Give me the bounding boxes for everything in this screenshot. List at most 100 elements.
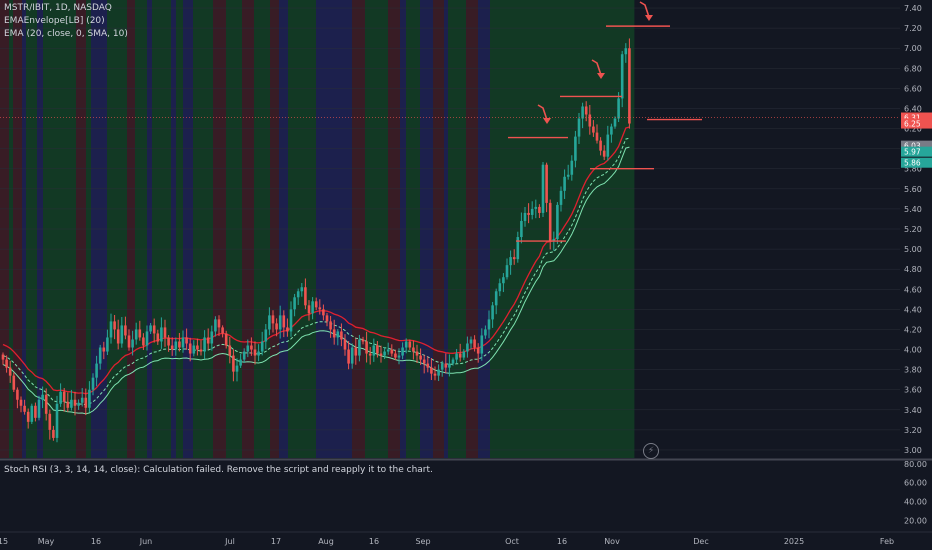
candle-body bbox=[170, 345, 174, 350]
candle-body bbox=[167, 337, 170, 346]
candle-body bbox=[286, 327, 289, 332]
candle-body bbox=[239, 359, 242, 366]
x-tick-label: 15 bbox=[0, 537, 8, 546]
candle-body bbox=[26, 411, 30, 422]
candle-body bbox=[289, 309, 293, 332]
candle-body bbox=[584, 106, 588, 115]
price-axis-bg bbox=[900, 0, 932, 550]
y-tick-label: 7.40 bbox=[904, 4, 922, 13]
candle-body bbox=[455, 353, 458, 360]
candle-body bbox=[250, 345, 253, 350]
candle-body bbox=[44, 394, 48, 414]
symbol-title[interactable]: MSTR/IBIT, 1D, NASDAQ bbox=[4, 3, 112, 13]
candle-body bbox=[106, 337, 109, 352]
candle-body bbox=[311, 301, 314, 314]
candle-body bbox=[124, 325, 127, 336]
indicator-ema-envelope[interactable]: EMAEnvelope[LB] (20) bbox=[4, 16, 105, 26]
candle-body bbox=[440, 363, 444, 370]
candle-body bbox=[73, 399, 77, 406]
candle-body bbox=[570, 160, 574, 175]
y-tick-label: 3.00 bbox=[904, 446, 922, 455]
candle-body bbox=[98, 347, 102, 364]
price-tag-label: 6.03 bbox=[904, 142, 921, 151]
y-tick-label: 5.80 bbox=[904, 165, 922, 174]
candle-body bbox=[462, 351, 466, 358]
candle-body bbox=[383, 351, 386, 356]
candle-body bbox=[415, 351, 419, 356]
candlestick-series bbox=[1, 38, 631, 443]
candle-body bbox=[624, 48, 628, 55]
candle-body bbox=[174, 341, 178, 350]
x-tick-label: May bbox=[38, 537, 55, 546]
candle-body bbox=[458, 353, 462, 358]
candle-body bbox=[210, 331, 214, 344]
candle-body bbox=[563, 176, 566, 191]
candle-body bbox=[296, 291, 300, 298]
candle-body bbox=[613, 118, 617, 127]
candle-body bbox=[314, 301, 318, 308]
candle-body bbox=[376, 345, 379, 354]
candle-body bbox=[206, 337, 210, 344]
candle-body bbox=[91, 377, 95, 390]
indicator-ema[interactable]: EMA (20, close, 0, SMA, 10) bbox=[4, 29, 128, 39]
y-tick-label: 6.80 bbox=[904, 64, 922, 73]
candle-body bbox=[246, 345, 250, 352]
candle-body bbox=[577, 118, 581, 137]
price-tag bbox=[901, 118, 932, 129]
candle-body bbox=[437, 369, 440, 376]
candle-body bbox=[397, 355, 401, 358]
y-tick-label: 5.60 bbox=[904, 185, 922, 194]
candle-body bbox=[37, 399, 41, 418]
candle-body bbox=[138, 329, 142, 338]
y-tick-label: 7.00 bbox=[904, 44, 922, 53]
x-tick-label: Dec bbox=[693, 537, 708, 546]
x-tick-label: Jun bbox=[139, 537, 153, 546]
y-tick-label: 3.80 bbox=[904, 366, 922, 375]
candle-body bbox=[34, 405, 37, 418]
candle-body bbox=[282, 315, 286, 328]
stoch-rsi-error: Stoch RSI (3, 3, 14, 14, close): Calcula… bbox=[4, 465, 433, 475]
stoch-tick-label: 80.00 bbox=[904, 460, 927, 469]
x-tick-label: Feb bbox=[880, 537, 894, 546]
candle-body bbox=[192, 345, 196, 354]
candle-body bbox=[203, 337, 206, 352]
x-tick-label: 16 bbox=[557, 537, 567, 546]
arrow-head bbox=[597, 73, 605, 79]
y-tick-label: 6.40 bbox=[904, 104, 922, 113]
arrow-head bbox=[645, 15, 653, 21]
price-tag-label: 5.97 bbox=[904, 148, 921, 157]
candle-body bbox=[253, 349, 257, 356]
x-tick-label: 2025 bbox=[784, 537, 804, 546]
price-tag-label: 6.25 bbox=[904, 120, 921, 129]
candle-body bbox=[332, 329, 336, 338]
candle-body bbox=[185, 337, 188, 344]
candle-body bbox=[12, 375, 16, 390]
candle-body bbox=[484, 329, 487, 336]
y-tick-label: 5.20 bbox=[904, 225, 922, 234]
candle-body bbox=[559, 190, 563, 205]
x-tick-label: Jul bbox=[224, 537, 235, 546]
chart-legend: MSTR/IBIT, 1D, NASDAQ EMAEnvelope[LB] (2… bbox=[4, 2, 128, 41]
candle-body bbox=[1, 354, 5, 360]
candle-body bbox=[466, 343, 469, 352]
y-tick-label: 7.20 bbox=[904, 24, 922, 33]
candle-body bbox=[134, 329, 138, 340]
lightning-icon[interactable]: ⚡ bbox=[643, 443, 659, 459]
candle-body bbox=[433, 373, 437, 376]
candle-body bbox=[80, 397, 84, 403]
candle-body bbox=[232, 355, 235, 372]
candle-body bbox=[394, 353, 397, 358]
annotation-layer bbox=[0, 1, 900, 242]
candle-body bbox=[268, 315, 271, 330]
candle-body bbox=[260, 341, 264, 352]
candle-body bbox=[422, 359, 426, 364]
arrow-annotation bbox=[591, 59, 602, 76]
stoch-tick-label: 60.00 bbox=[904, 479, 927, 488]
candle-body bbox=[84, 397, 88, 408]
candle-body bbox=[322, 309, 325, 316]
candle-body bbox=[23, 405, 26, 412]
candle-body bbox=[530, 208, 534, 215]
candle-body bbox=[491, 305, 494, 320]
candle-body bbox=[95, 363, 98, 378]
